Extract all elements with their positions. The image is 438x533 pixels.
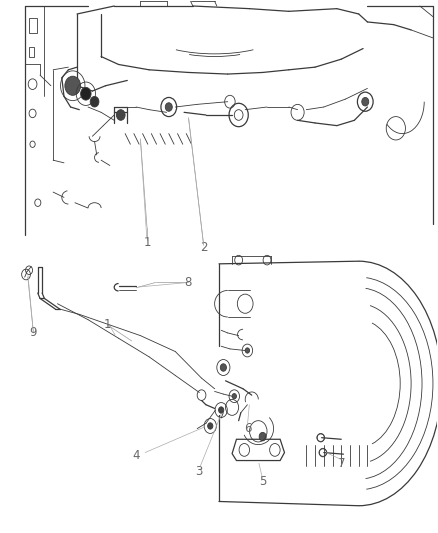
Circle shape: [219, 407, 224, 413]
Text: 2: 2: [200, 241, 208, 254]
Circle shape: [90, 96, 99, 107]
Text: 3: 3: [196, 465, 203, 478]
Circle shape: [245, 348, 250, 353]
Text: 8: 8: [185, 276, 192, 289]
Text: 9: 9: [30, 326, 37, 340]
Circle shape: [362, 98, 369, 106]
Bar: [29, 47, 34, 56]
Circle shape: [165, 103, 172, 111]
Text: 1: 1: [143, 236, 151, 249]
Text: 7: 7: [338, 457, 345, 470]
Circle shape: [232, 393, 237, 399]
Circle shape: [208, 423, 213, 429]
Circle shape: [65, 76, 81, 95]
Text: 4: 4: [132, 449, 140, 462]
Bar: [29, 18, 37, 33]
Circle shape: [81, 87, 91, 100]
Circle shape: [259, 432, 266, 441]
Text: 6: 6: [244, 422, 251, 435]
Circle shape: [117, 110, 125, 120]
Text: 1: 1: [104, 319, 111, 332]
Text: 5: 5: [259, 475, 266, 488]
Circle shape: [220, 364, 226, 371]
